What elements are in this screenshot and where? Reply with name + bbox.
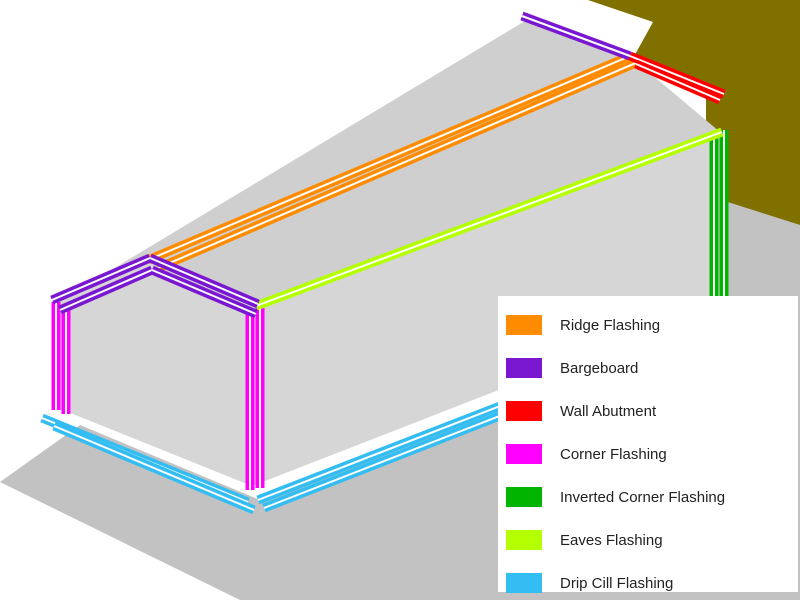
legend-row-bargeboard: Bargeboard (506, 348, 790, 388)
legend-swatch (506, 444, 542, 464)
legend-swatch (506, 358, 542, 378)
legend-row-ridge-flashing: Ridge Flashing (506, 305, 790, 345)
legend-row-drip-cill-flashing: Drip Cill Flashing (506, 563, 790, 603)
legend-label: Drip Cill Flashing (560, 575, 673, 592)
legend-label: Wall Abutment (560, 403, 656, 420)
legend-label: Corner Flashing (560, 446, 667, 463)
legend-swatch (506, 401, 542, 421)
legend-swatch (506, 487, 542, 507)
legend-swatch (506, 315, 542, 335)
legend-label: Inverted Corner Flashing (560, 489, 725, 506)
legend-label: Ridge Flashing (560, 317, 660, 334)
legend-swatch (506, 573, 542, 593)
legend-row-wall-abutment: Wall Abutment (506, 391, 790, 431)
legend-swatch (506, 530, 542, 550)
legend-row-inverted-corner-flashing: Inverted Corner Flashing (506, 477, 790, 517)
legend-label: Bargeboard (560, 360, 638, 377)
legend-label: Eaves Flashing (560, 532, 663, 549)
legend-panel: Ridge Flashing Bargeboard Wall Abutment Cor… (498, 296, 798, 592)
legend-row-corner-flashing: Corner Flashing (506, 434, 790, 474)
legend-row-eaves-flashing: Eaves Flashing (506, 520, 790, 560)
